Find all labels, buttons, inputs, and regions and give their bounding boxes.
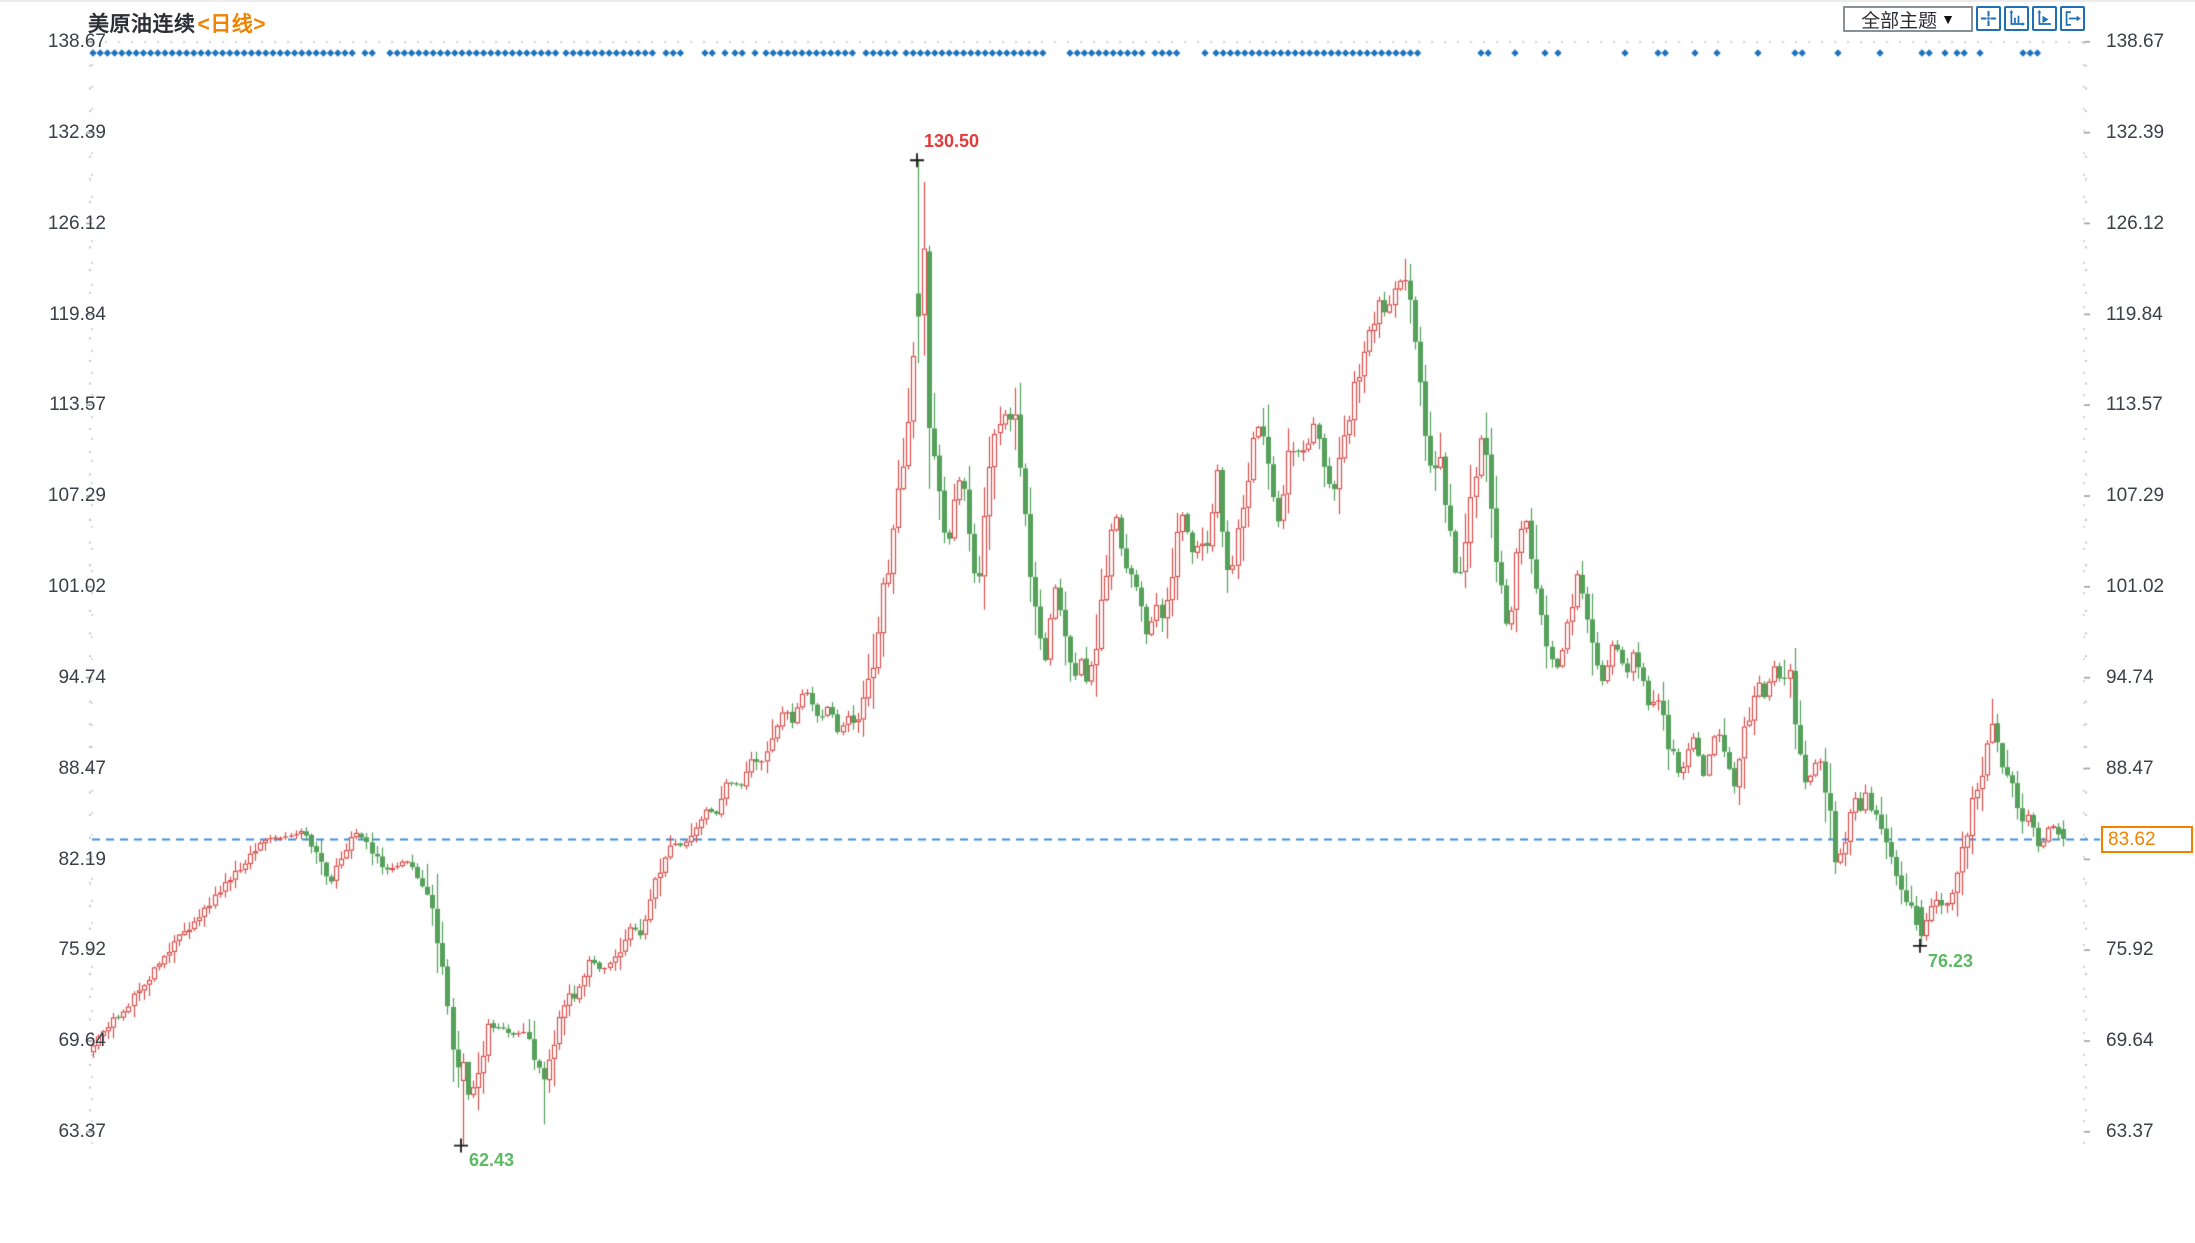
price-tick-label: 107.29 xyxy=(2106,485,2165,507)
price-tick-label: 119.84 xyxy=(2106,303,2163,325)
price-tick-label: 63.37 xyxy=(2106,1121,2154,1142)
price-tick-label: 113.57 xyxy=(2106,394,2163,416)
period-low-label: 62.43 xyxy=(469,1149,515,1170)
playback-button[interactable] xyxy=(2032,6,2057,31)
price-tick-label: 132.39 xyxy=(2106,121,2165,143)
price-tick-label: 82.19 xyxy=(58,848,106,870)
axis-scale-button[interactable] xyxy=(2004,6,2029,31)
price-tick-label: 88.47 xyxy=(58,757,106,779)
price-tick-label: 113.57 xyxy=(49,394,106,416)
playback-icon xyxy=(2035,9,2054,28)
price-tick-label: 132.39 xyxy=(47,121,106,143)
instrument-title: 美原油连续 xyxy=(88,13,196,36)
current-price-box: 83.62 xyxy=(2101,826,2193,853)
chart-title-bar: 美原油连续<日线> xyxy=(88,8,266,38)
dropdown-caret-icon: ▼ xyxy=(1941,11,1955,27)
price-tick-label: 69.64 xyxy=(58,1030,106,1052)
theme-selector-button[interactable]: 全部主题 ▼ xyxy=(1843,6,1973,32)
pan-icon xyxy=(1979,9,1998,28)
price-tick-label: 107.29 xyxy=(47,485,106,507)
price-tick-label: 101.02 xyxy=(47,576,106,597)
pan-tool-button[interactable] xyxy=(1976,6,2001,31)
theme-selector-label: 全部主题 xyxy=(1861,10,1938,32)
price-tick-label: 69.64 xyxy=(2106,1030,2154,1052)
price-tick-label: 138.67 xyxy=(47,31,106,52)
price-tick-label: 119.84 xyxy=(49,303,106,325)
period-high-label: 130.50 xyxy=(924,131,980,152)
jump-latest-icon xyxy=(2063,9,2082,28)
recent-low-label: 76.23 xyxy=(1928,950,1974,971)
price-tick-label: 138.67 xyxy=(2106,31,2165,52)
price-tick-label: 101.02 xyxy=(2106,576,2165,597)
price-tick-label: 75.92 xyxy=(58,939,106,961)
price-tick-label: 126.12 xyxy=(2106,212,2165,234)
price-tick-label: 75.92 xyxy=(2106,939,2154,961)
period-tag[interactable]: <日线> xyxy=(197,13,267,36)
price-tick-label: 88.47 xyxy=(2106,757,2154,779)
price-tick-label: 63.37 xyxy=(58,1121,106,1142)
toolbar: 全部主题 ▼ xyxy=(1843,6,2085,32)
current-price-value: 83.62 xyxy=(2108,828,2156,850)
jump-latest-button[interactable] xyxy=(2060,6,2085,31)
price-tick-label: 94.74 xyxy=(2106,666,2154,688)
price-tick-label: 94.74 xyxy=(58,666,106,688)
price-tick-label: 126.12 xyxy=(47,212,106,234)
axis-scale-icon xyxy=(2007,9,2026,28)
